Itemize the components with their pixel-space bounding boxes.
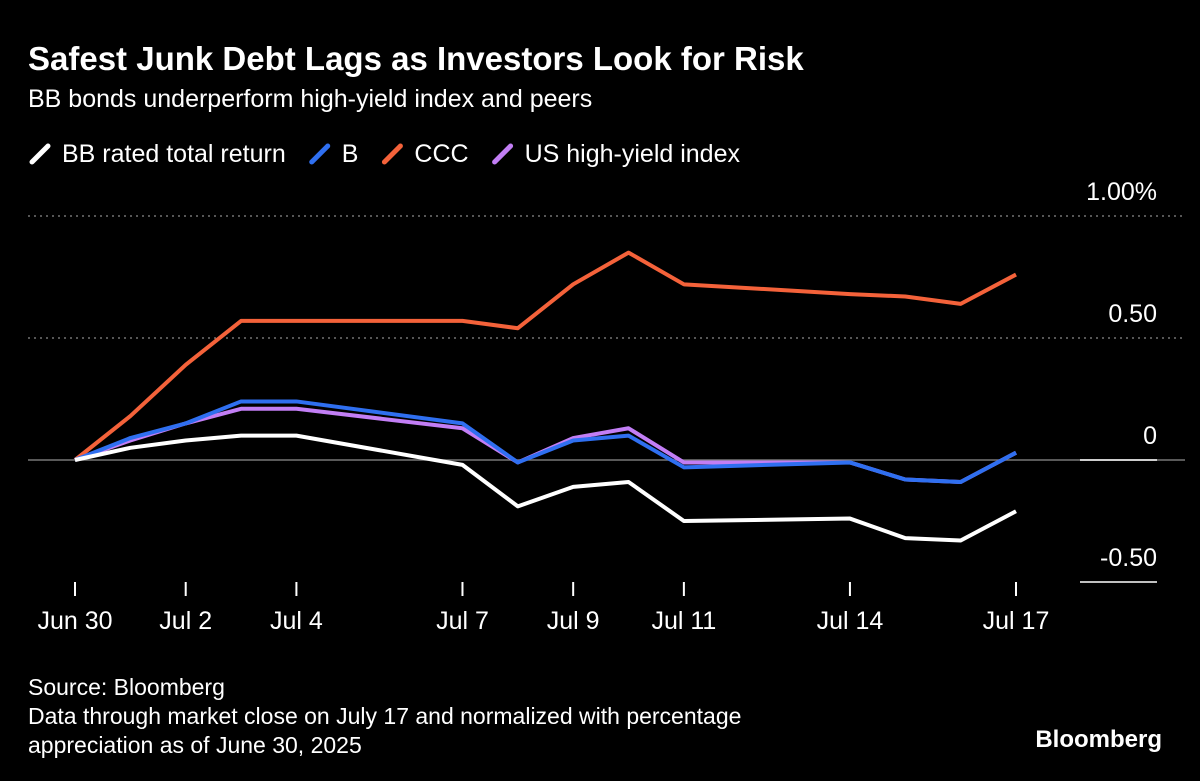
x-tick-label: Jul 11 — [651, 607, 716, 635]
chart-subtitle: BB bonds underperform high-yield index a… — [28, 85, 592, 113]
legend-label: US high-yield index — [525, 140, 741, 168]
x-tick-label: Jul 17 — [983, 607, 1050, 635]
legend-label: CCC — [414, 140, 468, 168]
legend-swatch — [29, 143, 51, 165]
x-tick-label: Jun 30 — [37, 607, 112, 635]
y-tick-label: 1.00% — [1086, 178, 1157, 206]
series-line — [74, 399, 1017, 484]
series-line — [74, 433, 1017, 543]
legend-swatch — [309, 143, 331, 165]
x-tick-label: Jul 7 — [436, 607, 489, 635]
source: Source: Bloomberg — [28, 674, 225, 700]
chart-title: Safest Junk Debt Lags as Investors Look … — [28, 40, 804, 77]
note: appreciation as of June 30, 2025 — [28, 732, 362, 758]
legend-swatch — [492, 143, 514, 165]
y-tick-label: 0.50 — [1108, 300, 1157, 328]
legend-swatch — [381, 143, 403, 165]
x-tick-label: Jul 4 — [270, 607, 323, 635]
series-line — [73, 250, 1017, 462]
x-tick-label: Jul 2 — [159, 607, 212, 635]
brand: Bloomberg — [1035, 726, 1162, 753]
x-tick-label: Jul 9 — [547, 607, 600, 635]
y-tick-label: -0.50 — [1100, 544, 1157, 572]
note: Data through market close on July 17 and… — [28, 703, 741, 729]
y-tick-label: 0 — [1143, 422, 1157, 450]
x-tick-label: Jul 14 — [817, 607, 884, 635]
legend-label: BB rated total return — [62, 140, 286, 168]
legend-label: B — [342, 140, 359, 168]
